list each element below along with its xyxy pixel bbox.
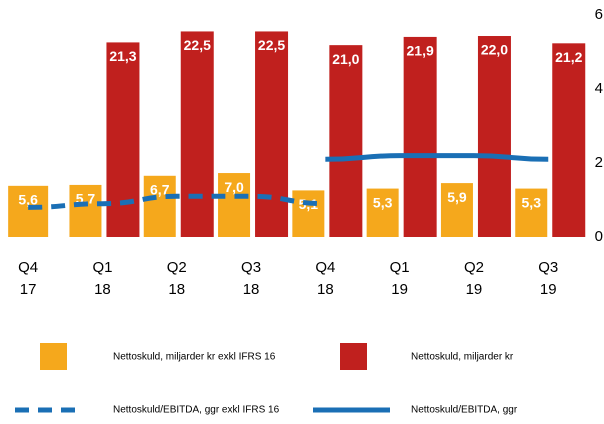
legend-label: Nettoskuld, miljarder kr exkl IFRS 16 xyxy=(113,352,276,363)
bar xyxy=(477,36,511,237)
y2-tick-label: 6 xyxy=(595,6,603,23)
x-tick-label: Q3 19 xyxy=(538,259,558,298)
line xyxy=(325,153,549,162)
legend-label: Nettoskuld/EBITDA, ggr xyxy=(411,405,518,416)
line xyxy=(28,193,326,210)
bar xyxy=(106,42,140,237)
x-tick-label: Q1 18 xyxy=(92,259,112,298)
bar xyxy=(69,184,102,237)
x-tick-label: Q3 18 xyxy=(241,259,261,298)
data-label: 5,3 xyxy=(522,194,542,210)
bar xyxy=(180,31,214,238)
y2-tick-label: 4 xyxy=(595,80,603,97)
bar xyxy=(255,31,289,238)
bar xyxy=(218,173,251,237)
data-label: 22,0 xyxy=(481,42,508,58)
bar xyxy=(403,36,437,237)
data-label: 5,6 xyxy=(18,192,38,208)
data-label: 22,5 xyxy=(258,37,285,53)
x-tick-label: Q2 18 xyxy=(167,259,187,298)
y2-tick-label: 0 xyxy=(595,228,603,245)
data-label: 21,9 xyxy=(407,43,434,59)
x-tick-label: Q4 18 xyxy=(315,259,335,298)
x-tick-label: Q2 19 xyxy=(464,259,484,298)
legend-swatch xyxy=(40,343,67,370)
data-label: 6,7 xyxy=(150,181,170,197)
bar xyxy=(552,43,586,238)
bar xyxy=(440,183,473,237)
bar xyxy=(515,188,548,237)
data-label: 21,3 xyxy=(109,48,136,64)
data-label: 5,9 xyxy=(447,189,467,205)
data-label: 21,2 xyxy=(555,49,582,65)
bar xyxy=(329,45,363,237)
y2-tick-label: 2 xyxy=(595,154,603,171)
data-label: 7,0 xyxy=(224,179,244,195)
x-tick-label: Q1 19 xyxy=(390,259,410,298)
data-label: 5,3 xyxy=(373,194,393,210)
x-tick-label: Q4 17 xyxy=(18,259,38,298)
bar xyxy=(366,188,399,237)
bar xyxy=(292,190,325,237)
bar xyxy=(143,175,176,237)
bar xyxy=(8,185,49,237)
legend-label: Nettoskuld/EBITDA, ggr exkl IFRS 16 xyxy=(113,405,280,416)
legend-swatch xyxy=(340,343,367,370)
data-label: 22,5 xyxy=(184,37,211,53)
data-label: 21,0 xyxy=(332,51,359,67)
legend-label: Nettoskuld, miljarder kr xyxy=(411,352,514,363)
